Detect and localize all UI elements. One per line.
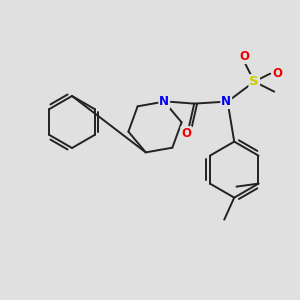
- Text: O: O: [272, 67, 282, 80]
- Text: O: O: [181, 127, 191, 140]
- Text: N: N: [221, 95, 231, 108]
- Text: N: N: [159, 95, 169, 108]
- Text: O: O: [239, 50, 249, 63]
- Text: S: S: [249, 75, 259, 88]
